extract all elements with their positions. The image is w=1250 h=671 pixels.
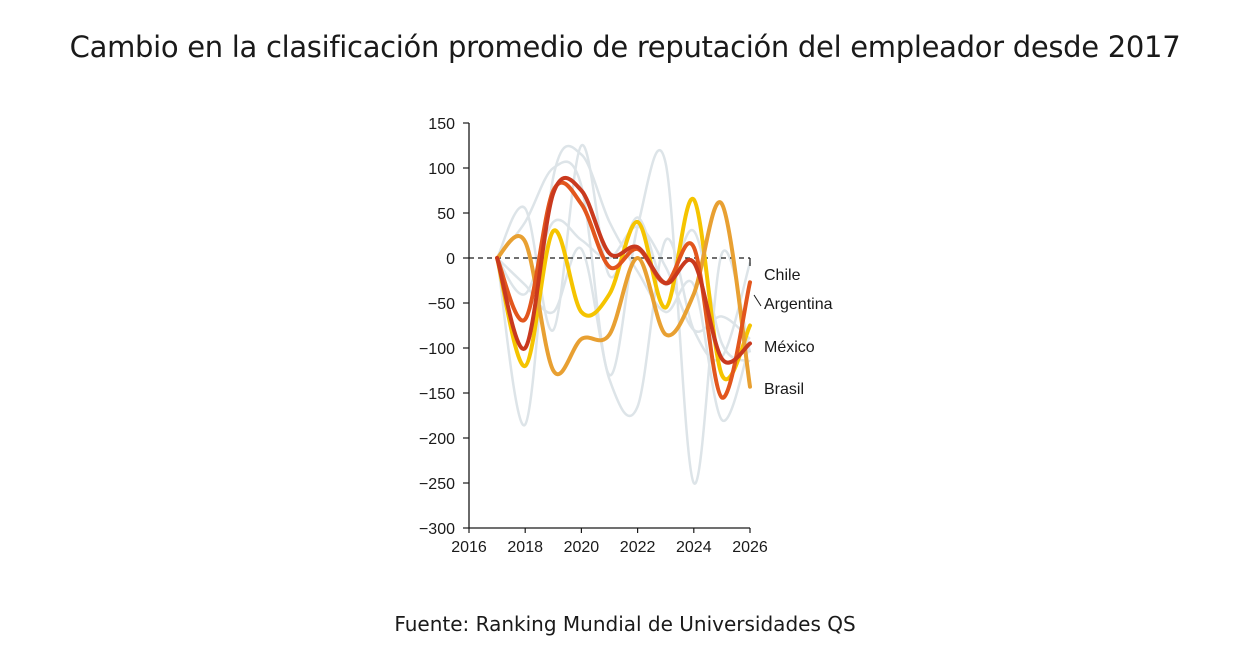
source-note: Fuente: Ranking Mundial de Universidades… [394,612,856,636]
series-group [495,176,752,400]
series-line-brasil [495,176,752,365]
series-label-argentina: Argentina [764,296,833,313]
label-leader-line [753,294,762,307]
y-tick-label: 100 [428,161,455,178]
x-tick-label: 2024 [676,539,712,556]
y-tick-label: −100 [419,341,455,358]
y-tick-label: −300 [419,521,455,538]
y-tick-label: −50 [428,296,455,313]
series-line-argentina [495,200,752,389]
series-line-chile [495,197,752,381]
y-tick-label: 50 [437,206,455,223]
x-tick-label: 2018 [507,539,543,556]
chart-title: Cambio en la clasificación promedio de r… [69,30,1181,64]
y-tick-label: −250 [419,476,455,493]
y-tick-label: −200 [419,431,455,448]
x-tick-label: 2020 [564,539,600,556]
x-tick-label: 2016 [451,539,487,556]
x-tick-label: 2022 [620,539,656,556]
series-labels: Chile Argentina México Brasil [753,267,833,398]
x-tick-label: 2026 [732,539,768,556]
series-label-brasil: Brasil [764,381,804,398]
series-line-mxico [495,180,752,400]
series-label-mxico: México [764,339,815,356]
series-label-chile: Chile [764,267,801,284]
y-tick-label: −150 [419,386,455,403]
y-tick-label: 0 [446,251,455,268]
background-series-line [495,144,752,427]
y-tick-label: 150 [428,116,455,133]
